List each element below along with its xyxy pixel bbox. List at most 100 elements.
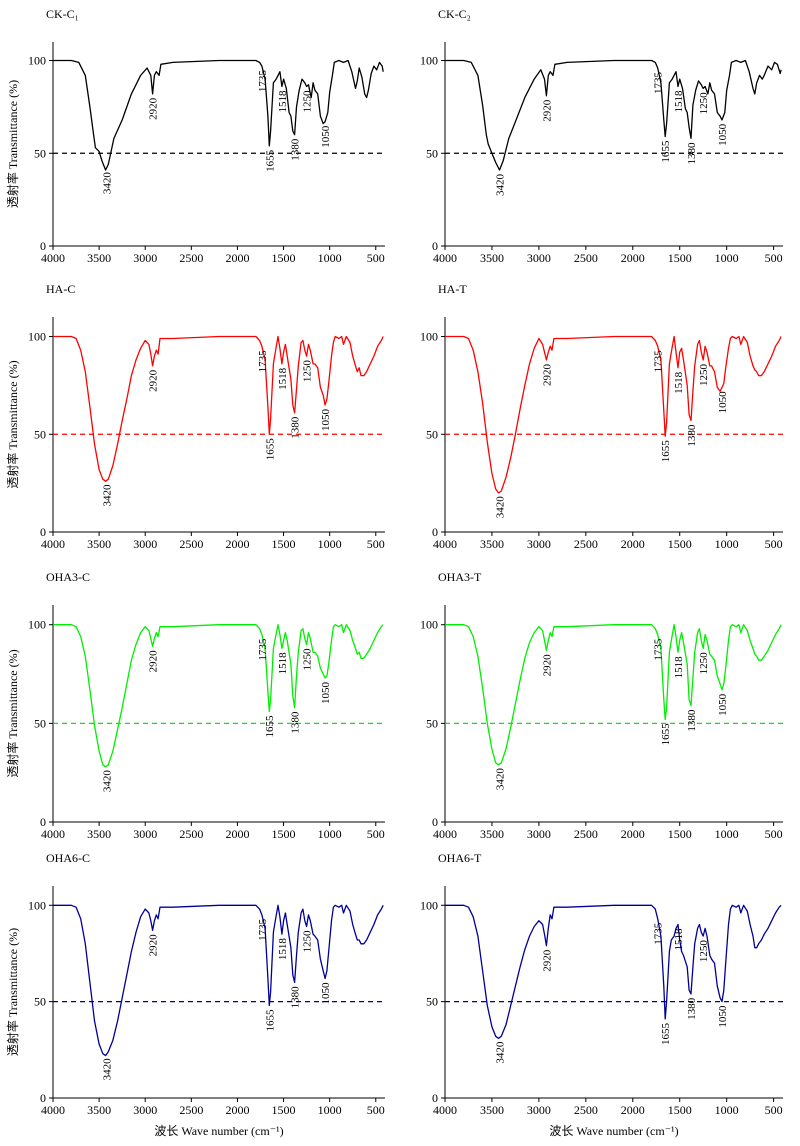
x-tick-label: 4000 xyxy=(41,251,65,265)
peak-label-1250: 1250 xyxy=(302,930,314,953)
peak-label-2920: 2920 xyxy=(541,654,553,677)
x-tick-label: 4000 xyxy=(41,827,65,841)
y-tick-label: 50 xyxy=(426,427,438,441)
y-tick-label: 100 xyxy=(28,898,46,912)
peak-label-1518: 1518 xyxy=(673,90,685,113)
x-tick-label: 3000 xyxy=(527,1103,551,1117)
y-axis-title: 透射率 Transmittance (%) xyxy=(5,928,20,1056)
peak-label-3420: 3420 xyxy=(101,484,113,507)
y-tick-label: 50 xyxy=(34,995,46,1009)
peak-label-1655: 1655 xyxy=(264,1009,276,1032)
panel-title: CK-C₂ xyxy=(438,7,471,21)
peak-label-2920: 2920 xyxy=(148,650,160,673)
panel-6: OHA3-T 4000 3500 3000 2500 2000 1500 1000 500 0 50… xyxy=(420,570,783,841)
spectrum-line xyxy=(445,335,782,494)
x-tick-label: 1000 xyxy=(318,1103,342,1117)
x-tick-label: 2500 xyxy=(179,251,203,265)
peak-label-1050: 1050 xyxy=(320,681,332,704)
x-tick-label: 1500 xyxy=(272,251,296,265)
x-tick-label: 2500 xyxy=(574,827,598,841)
x-tick-label: 1000 xyxy=(715,251,739,265)
spectrum-line xyxy=(445,59,782,171)
peak-label-1380: 1380 xyxy=(290,986,302,1009)
panel-title: CK-C₁ xyxy=(46,7,79,21)
panel-title: OHA6-T xyxy=(438,851,482,865)
y-tick-label: 100 xyxy=(420,330,438,344)
x-tick-label: 4000 xyxy=(41,537,65,551)
y-tick-label: 100 xyxy=(420,54,438,68)
y-tick-label: 0 xyxy=(432,815,438,829)
peak-label-1735: 1735 xyxy=(653,922,665,945)
peak-label-1250: 1250 xyxy=(302,360,314,383)
spectrum-line xyxy=(445,904,782,1039)
peak-label-1380: 1380 xyxy=(290,416,302,439)
peak-label-1050: 1050 xyxy=(320,125,332,148)
x-tick-label: 3500 xyxy=(480,251,504,265)
y-tick-label: 100 xyxy=(28,330,46,344)
x-tick-label: 500 xyxy=(765,827,783,841)
x-tick-label: 3500 xyxy=(87,537,111,551)
x-tick-label: 2000 xyxy=(621,251,645,265)
x-tick-label: 1500 xyxy=(272,1103,296,1117)
y-tick-label: 100 xyxy=(28,54,46,68)
peak-label-1380: 1380 xyxy=(686,709,698,732)
x-tick-label: 3500 xyxy=(480,827,504,841)
x-tick-label: 4000 xyxy=(433,1103,457,1117)
x-tick-label: 1000 xyxy=(715,827,739,841)
peak-label-1518: 1518 xyxy=(277,367,289,390)
x-tick-label: 3000 xyxy=(133,251,157,265)
x-tick-label: 1500 xyxy=(668,1103,692,1117)
peak-label-1050: 1050 xyxy=(717,1005,729,1028)
y-tick-label: 0 xyxy=(432,1091,438,1105)
panel-2: CK-C₂ 4000 3500 3000 2500 2000 1500 1000 500 0 50 1… xyxy=(420,7,783,265)
peak-label-1380: 1380 xyxy=(686,424,698,447)
peak-label-1518: 1518 xyxy=(277,90,289,113)
y-tick-label: 0 xyxy=(40,525,46,539)
y-tick-label: 100 xyxy=(420,618,438,632)
x-tick-label: 1000 xyxy=(715,1103,739,1117)
panel-title: OHA3-C xyxy=(46,570,90,584)
peak-label-1250: 1250 xyxy=(698,364,710,387)
x-tick-label: 3000 xyxy=(133,827,157,841)
peak-label-1518: 1518 xyxy=(673,656,685,679)
panel-title: OHA3-T xyxy=(438,570,482,584)
x-tick-label: 1000 xyxy=(715,537,739,551)
x-tick-label: 500 xyxy=(367,537,385,551)
panel-title: OHA6-C xyxy=(46,851,90,865)
x-axis-title: 波长 Wave number (cm⁻¹) xyxy=(154,1124,283,1138)
peak-label-1655: 1655 xyxy=(264,715,276,738)
peak-label-1735: 1735 xyxy=(653,350,665,373)
y-tick-label: 0 xyxy=(40,1091,46,1105)
x-tick-label: 1500 xyxy=(668,251,692,265)
spectrum-line xyxy=(53,335,384,482)
peak-label-2920: 2920 xyxy=(541,364,553,387)
spectrum-line xyxy=(53,904,384,1057)
peak-label-1380: 1380 xyxy=(290,711,302,734)
x-tick-label: 3000 xyxy=(527,827,551,841)
y-tick-label: 0 xyxy=(40,239,46,253)
peak-label-1050: 1050 xyxy=(717,693,729,716)
x-tick-label: 500 xyxy=(367,1103,385,1117)
y-tick-label: 50 xyxy=(426,716,438,730)
peak-label-2920: 2920 xyxy=(148,369,160,392)
x-tick-label: 1500 xyxy=(668,827,692,841)
y-tick-label: 100 xyxy=(28,618,46,632)
x-tick-label: 2000 xyxy=(621,537,645,551)
peak-label-1735: 1735 xyxy=(257,918,269,941)
y-axis-title: 透射率 Transmittance (%) xyxy=(5,360,20,488)
panel-title: HA-C xyxy=(46,282,75,296)
x-tick-label: 2500 xyxy=(179,827,203,841)
panel-5: OHA3-C 4000 3500 3000 2500 2000 1500 1000 500 0 50… xyxy=(5,570,385,841)
panel-4: HA-T 4000 3500 3000 2500 2000 1500 1000 500 0 50 10… xyxy=(420,282,783,551)
peak-label-1735: 1735 xyxy=(257,350,269,373)
spectrum-line xyxy=(53,59,384,171)
peak-label-3420: 3420 xyxy=(101,770,113,793)
y-tick-label: 50 xyxy=(426,146,438,160)
peak-label-1050: 1050 xyxy=(320,982,332,1005)
peak-label-2920: 2920 xyxy=(541,99,553,122)
x-tick-label: 4000 xyxy=(433,251,457,265)
x-tick-label: 3000 xyxy=(133,1103,157,1117)
peak-label-1655: 1655 xyxy=(264,438,276,461)
peak-label-1050: 1050 xyxy=(320,408,332,431)
x-tick-label: 4000 xyxy=(433,827,457,841)
